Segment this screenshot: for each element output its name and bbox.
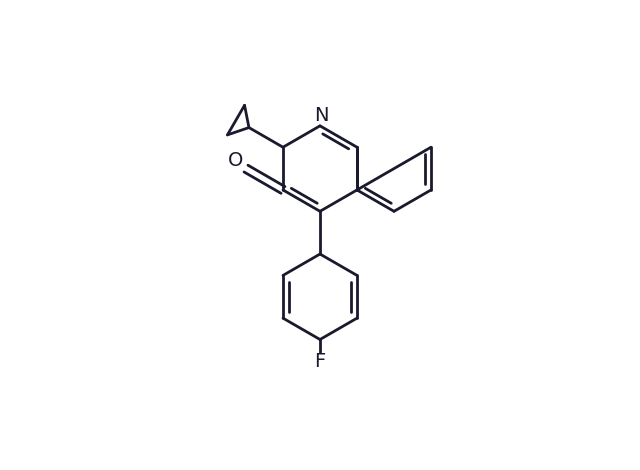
Text: O: O (228, 151, 243, 170)
Text: F: F (314, 352, 326, 371)
Text: N: N (314, 106, 329, 125)
